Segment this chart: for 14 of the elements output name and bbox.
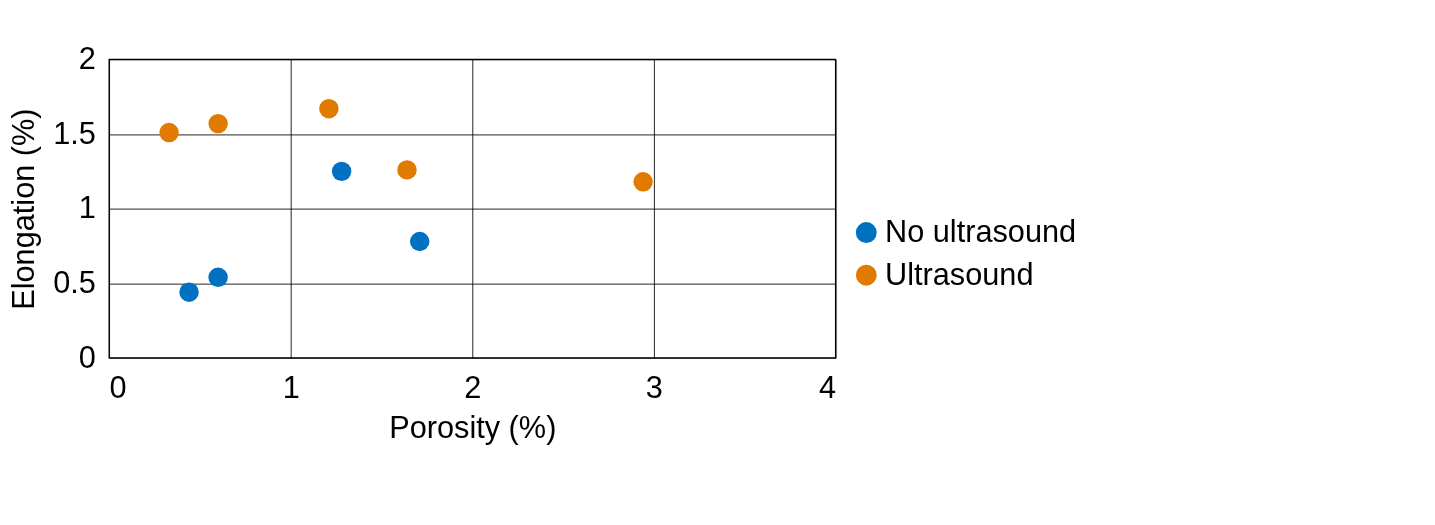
x-axis-title: Porosity (%): [389, 409, 557, 445]
x-tick-label: 2: [464, 369, 482, 405]
x-tick-label: 4: [818, 369, 837, 405]
x-tick-label: 0: [109, 369, 127, 405]
x-tick-label: 1: [282, 369, 300, 405]
legend-label: Ultrasound: [885, 256, 1034, 292]
x-tick-label: 3: [645, 369, 663, 405]
legend-label: No ultrasound: [885, 213, 1077, 249]
y-axis-title: Elongation (%): [6, 108, 42, 310]
y-tick-label: 1: [78, 190, 96, 226]
y-tick-label: 0.5: [53, 265, 96, 301]
y-tick-label: 0: [78, 339, 96, 375]
y-tick-label: 2: [78, 41, 96, 77]
y-tick-label: 1.5: [53, 115, 96, 151]
